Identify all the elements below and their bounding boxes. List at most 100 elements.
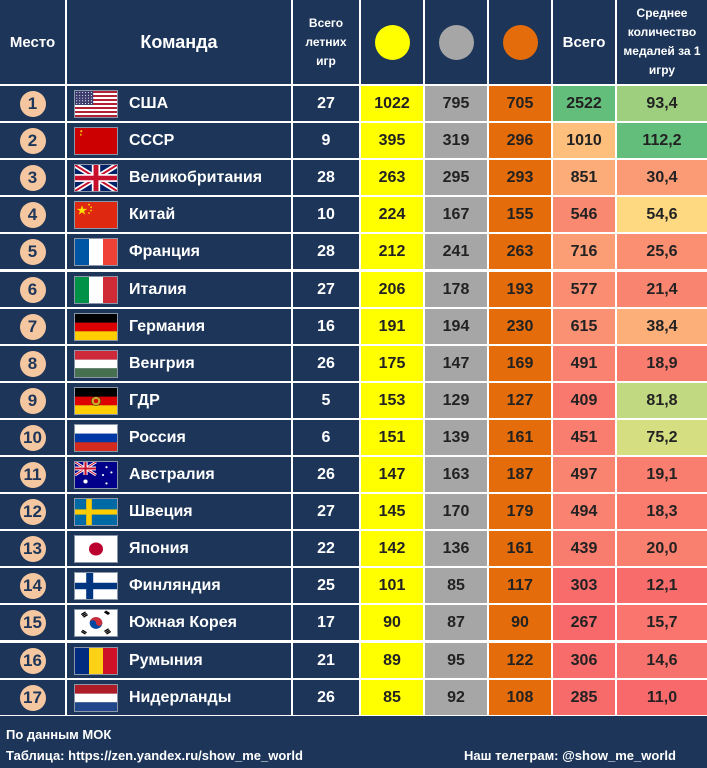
finland-flag-icon (74, 572, 118, 600)
average-per-games: 18,3 (617, 494, 707, 529)
silver-count: 170 (425, 494, 487, 529)
italy-flag-icon (74, 276, 118, 304)
average-per-games: 54,6 (617, 197, 707, 232)
games-cell: 22 (293, 531, 359, 566)
bronze-count: 263 (489, 234, 551, 269)
bronze-count: 293 (489, 160, 551, 195)
average-per-games: 30,4 (617, 160, 707, 195)
average-per-games: 15,7 (617, 605, 707, 640)
rank-badge: 12 (19, 498, 46, 525)
gold-count: 142 (361, 531, 423, 566)
country-cell: Финляндия (67, 568, 291, 603)
rank-cell: 11 (0, 457, 65, 492)
gold-count: 145 (361, 494, 423, 529)
average-per-games: 38,4 (617, 309, 707, 344)
gold-count: 151 (361, 420, 423, 455)
country-name: СССР (129, 131, 175, 149)
france-flag-icon (74, 238, 118, 266)
country-cell: Нидерланды (67, 680, 291, 715)
country-name: Австралия (129, 465, 215, 483)
bronze-medal-icon (502, 24, 538, 60)
rank-badge: 9 (19, 387, 46, 414)
average-per-games: 11,0 (617, 680, 707, 715)
games-cell: 17 (293, 605, 359, 640)
gold-count: 85 (361, 680, 423, 715)
average-per-games: 12,1 (617, 568, 707, 603)
total-count: 303 (553, 568, 615, 603)
games-cell: 10 (293, 197, 359, 232)
country-name: Венгрия (129, 354, 195, 372)
footer-bar (0, 716, 707, 768)
total-count: 306 (553, 643, 615, 678)
rank-badge: 7 (19, 313, 46, 340)
average-per-games: 75,2 (617, 420, 707, 455)
rank-cell: 6 (0, 272, 65, 307)
country-name: Нидерланды (129, 688, 232, 706)
bronze-count: 117 (489, 568, 551, 603)
country-cell: Италия (67, 272, 291, 307)
rank-cell: 15 (0, 605, 65, 640)
average-per-games: 112,2 (617, 123, 707, 158)
rank-badge: 10 (19, 424, 46, 451)
gold-medal-icon (374, 24, 410, 60)
gold-count: 212 (361, 234, 423, 269)
ussr-flag-icon (74, 127, 118, 155)
bronze-count: 161 (489, 531, 551, 566)
average-per-games: 25,6 (617, 234, 707, 269)
gold-count: 101 (361, 568, 423, 603)
games-cell: 28 (293, 234, 359, 269)
total-count: 451 (553, 420, 615, 455)
country-cell: США (67, 86, 291, 121)
south-korea-flag-icon (74, 609, 118, 637)
header-silver (425, 0, 487, 84)
average-per-games: 93,4 (617, 86, 707, 121)
country-name: Франция (129, 242, 200, 260)
rank-cell: 7 (0, 309, 65, 344)
country-name: Италия (129, 280, 187, 298)
games-cell: 6 (293, 420, 359, 455)
silver-count: 795 (425, 86, 487, 121)
country-name: Япония (129, 539, 189, 557)
header-gold (361, 0, 423, 84)
silver-count: 163 (425, 457, 487, 492)
silver-count: 136 (425, 531, 487, 566)
games-cell: 25 (293, 568, 359, 603)
rank-cell: 10 (0, 420, 65, 455)
country-name: ГДР (129, 391, 160, 409)
games-cell: 26 (293, 680, 359, 715)
total-count: 439 (553, 531, 615, 566)
silver-count: 85 (425, 568, 487, 603)
uk-flag-icon (74, 164, 118, 192)
gold-count: 90 (361, 605, 423, 640)
rank-badge: 13 (19, 535, 46, 562)
silver-count: 295 (425, 160, 487, 195)
silver-count: 147 (425, 346, 487, 381)
rank-cell: 5 (0, 234, 65, 269)
footer-telegram: Наш телеграм: @show_me_world (464, 748, 676, 763)
rank-badge: 8 (19, 350, 46, 377)
gold-count: 147 (361, 457, 423, 492)
country-name: Южная Корея (129, 613, 237, 631)
rank-cell: 16 (0, 643, 65, 678)
country-cell: Япония (67, 531, 291, 566)
gdr-flag-icon (74, 387, 118, 415)
header-bronze (489, 0, 551, 84)
rank-badge: 16 (19, 647, 46, 674)
country-name: США (129, 94, 169, 112)
bronze-count: 161 (489, 420, 551, 455)
silver-medal-icon (438, 24, 474, 60)
average-per-games: 18,9 (617, 346, 707, 381)
country-cell: Австралия (67, 457, 291, 492)
header-team: Команда (67, 0, 291, 84)
rank-badge: 15 (19, 609, 46, 636)
footer-table-link: Таблица: https://zen.yandex.ru/show_me_w… (6, 748, 303, 763)
bronze-count: 705 (489, 86, 551, 121)
gold-count: 395 (361, 123, 423, 158)
bronze-count: 179 (489, 494, 551, 529)
country-cell: Франция (67, 234, 291, 269)
total-count: 409 (553, 383, 615, 418)
average-per-games: 14,6 (617, 643, 707, 678)
average-per-games: 81,8 (617, 383, 707, 418)
rank-badge: 5 (19, 238, 46, 265)
bronze-count: 127 (489, 383, 551, 418)
